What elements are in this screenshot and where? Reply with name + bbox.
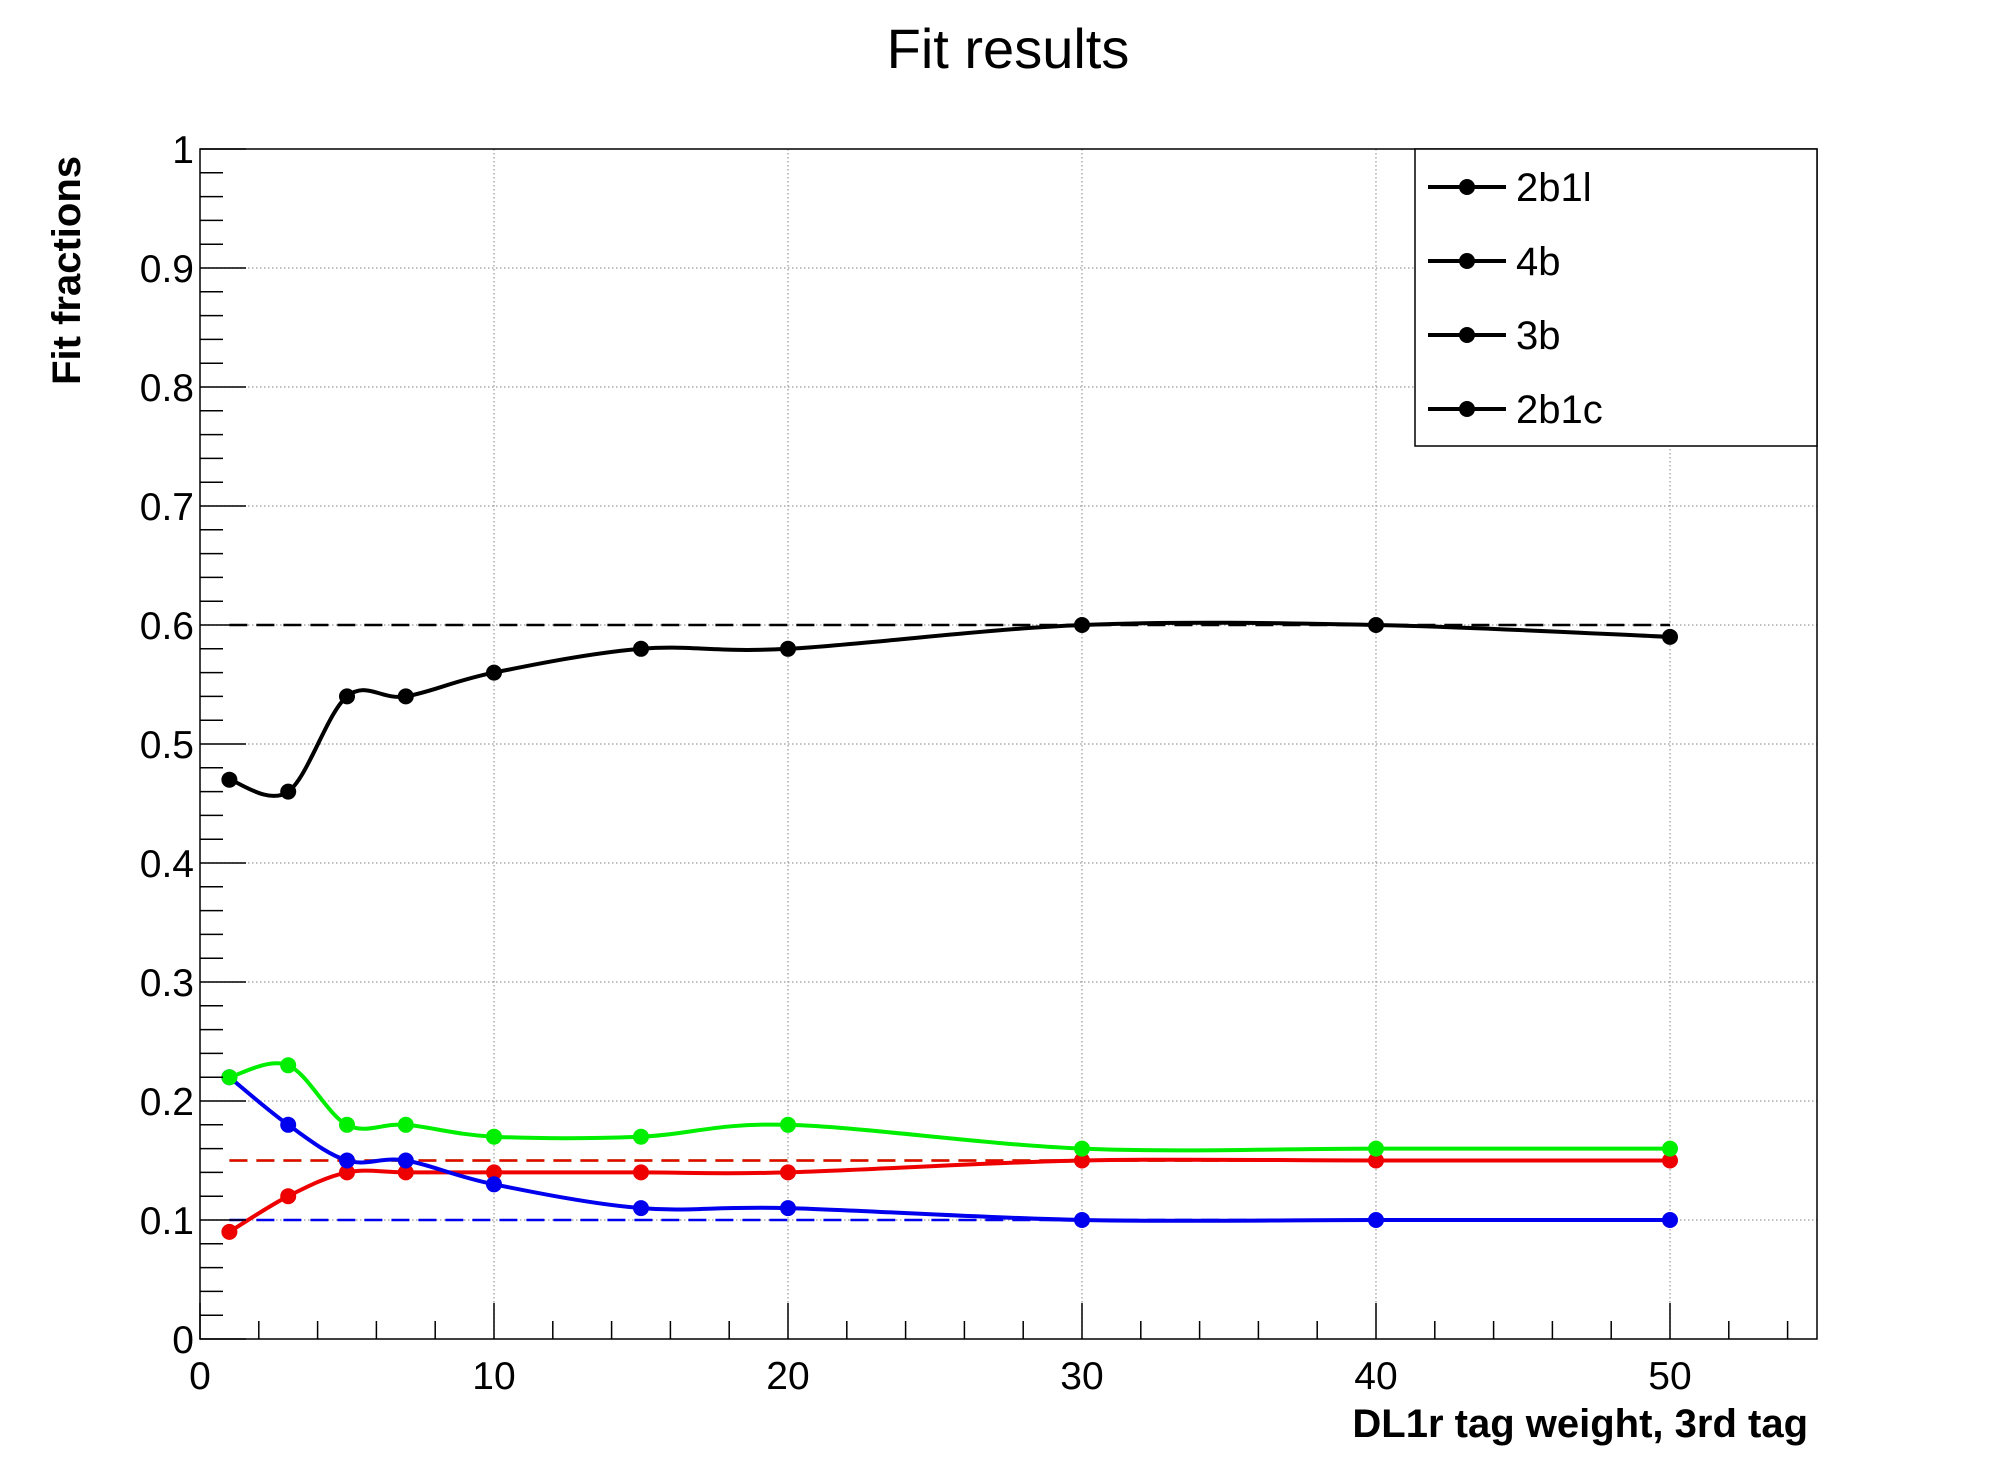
legend-marker [1459, 253, 1475, 269]
grid [200, 149, 1817, 1339]
legend-marker [1459, 401, 1475, 417]
x-tick-label: 40 [1354, 1355, 1397, 1398]
data-point [1662, 1212, 1678, 1228]
data-point [486, 1164, 502, 1181]
tick-labels: 0 10 20 30 40 50 0 0.1 0.2 0.3 0.4 0.5 0.6 0.7 0.8 0.9 1 [140, 129, 1692, 1398]
legend-label: 2b1l [1516, 166, 1592, 210]
x-tick-label: 50 [1648, 1355, 1691, 1398]
legend: 2b1l 4b 3b 2b1c [1414, 148, 1818, 447]
data-point [280, 1188, 297, 1205]
y-tick-label: 0.6 [140, 605, 194, 648]
data-point [397, 1152, 414, 1169]
y-tick-label: 0.7 [140, 486, 194, 529]
data-point [633, 640, 649, 657]
y-tick-label: 0.4 [140, 843, 194, 886]
data-point [1368, 1152, 1384, 1169]
data-point [339, 688, 355, 705]
data-point [1662, 628, 1678, 645]
legend-label: 4b [1516, 240, 1561, 284]
data-point [339, 1152, 355, 1169]
legend-marker [1459, 327, 1475, 343]
y-tick-label: 0 [172, 1319, 194, 1362]
legend-label: 2b1c [1516, 388, 1603, 432]
data-point [1074, 617, 1090, 633]
data-point [397, 688, 414, 705]
y-tick-label: 1 [172, 129, 194, 172]
data-point [1368, 617, 1384, 633]
y-tick-label: 0.8 [140, 367, 194, 410]
data-point [339, 1116, 355, 1133]
data-point [633, 1128, 649, 1145]
data-point [221, 1069, 238, 1086]
legend-label: 3b [1516, 314, 1561, 358]
data-point [397, 1164, 414, 1181]
axis-ticks [199, 148, 1789, 1340]
data-point [780, 1116, 796, 1133]
y-axis-title: Fit fractions [45, 156, 89, 385]
x-tick-label: 30 [1060, 1355, 1103, 1398]
data-point [1662, 1152, 1678, 1169]
data-point [221, 771, 238, 788]
data-point [486, 1128, 502, 1145]
data-point [1662, 1140, 1678, 1157]
data-point [780, 1164, 796, 1181]
x-tick-label: 0 [189, 1355, 211, 1398]
data-point [280, 1057, 297, 1074]
data-series [221, 617, 1678, 1240]
data-point [780, 640, 796, 657]
data-point [633, 1164, 649, 1181]
data-point [486, 664, 502, 681]
x-tick-label: 10 [472, 1355, 515, 1398]
y-tick-label: 0.1 [140, 1200, 194, 1243]
legend-marker [1459, 179, 1475, 195]
data-point [633, 1200, 649, 1217]
data-point [1368, 1140, 1384, 1157]
data-point [280, 783, 297, 800]
data-point [280, 1116, 297, 1133]
y-tick-label: 0.5 [140, 724, 194, 767]
data-point [1074, 1212, 1090, 1228]
data-point [1368, 1212, 1384, 1228]
x-axis-title: DL1r tag weight, 3rd tag [1352, 1402, 1808, 1446]
data-point [780, 1200, 796, 1217]
data-point [339, 1164, 355, 1181]
data-point [486, 1176, 502, 1193]
x-tick-label: 20 [766, 1355, 809, 1398]
legend-box [1414, 148, 1818, 447]
data-point [1074, 1152, 1090, 1169]
series-line [228, 1061, 1670, 1153]
y-tick-label: 0.2 [140, 1081, 194, 1124]
data-point [221, 1223, 238, 1240]
y-tick-label: 0.9 [140, 248, 194, 291]
series-line [228, 620, 1671, 798]
data-point [397, 1116, 414, 1133]
y-tick-label: 0.3 [140, 962, 194, 1005]
chart-title: Fit results [887, 17, 1130, 80]
data-point [1074, 1140, 1090, 1157]
